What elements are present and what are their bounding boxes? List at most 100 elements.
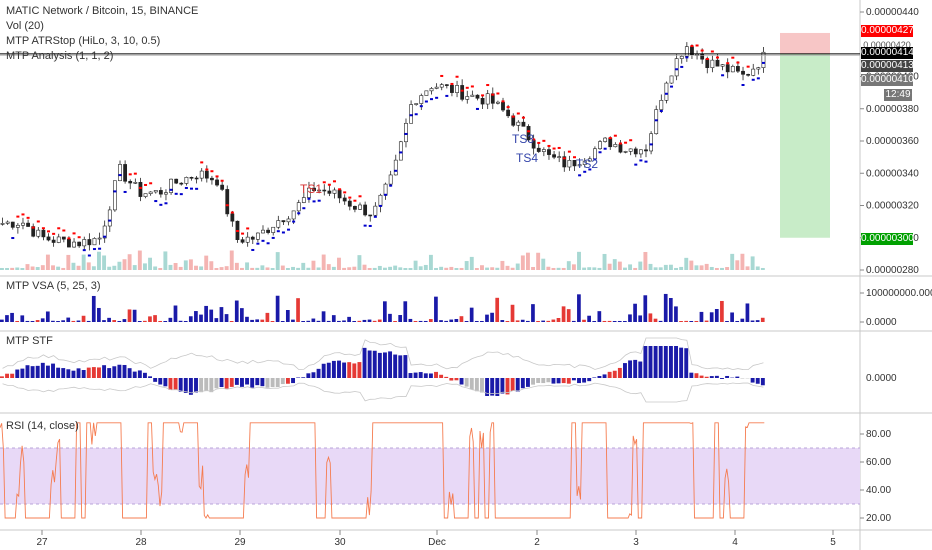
volume-bar <box>158 267 163 270</box>
stop-dot-blue <box>378 204 382 207</box>
vsa-bar <box>495 297 500 322</box>
indicator-atrstop[interactable]: MTP ATRStop (HiLo, 3, 10, 0.5) <box>6 35 161 47</box>
volume-bar <box>229 250 234 270</box>
stf-bar <box>750 378 755 383</box>
candle-body <box>572 160 577 167</box>
volume-bar <box>684 257 689 270</box>
stop-dot-blue <box>368 224 372 227</box>
stf-bar <box>224 378 229 389</box>
volume-bar <box>76 265 81 270</box>
volume-bars <box>0 250 765 270</box>
stop-dot-red <box>47 230 51 233</box>
volume-bar <box>500 260 505 270</box>
candle-body <box>409 104 413 124</box>
vsa-bar <box>393 320 397 322</box>
candle-body <box>41 229 46 238</box>
stf-bar <box>5 373 10 378</box>
vsa-bar <box>704 320 709 322</box>
vsa-bar <box>510 304 515 322</box>
candle-body <box>608 137 613 148</box>
candle-body <box>659 100 664 110</box>
stf-bar <box>679 347 684 378</box>
candle-body <box>10 221 15 228</box>
stop-dot-blue <box>404 132 408 135</box>
stop-dot-red <box>486 84 490 87</box>
candle-body <box>276 220 281 228</box>
volume-bar <box>86 262 91 270</box>
candle-body <box>271 226 276 233</box>
volume-bar <box>316 267 321 270</box>
stop-dot-red <box>210 170 214 173</box>
stf-legend[interactable]: MTP STF <box>6 335 53 347</box>
volume-bar <box>668 264 673 270</box>
volume-bar <box>561 267 566 270</box>
vsa-bar <box>194 311 198 322</box>
vsa-bar <box>403 301 408 322</box>
vsa-bar <box>331 315 336 322</box>
vsa-tick-label: 0.0000 <box>866 317 897 328</box>
vsa-bar <box>725 320 729 322</box>
stf-bar <box>142 372 147 378</box>
candle-body <box>439 84 444 88</box>
vsa-bar <box>689 320 694 322</box>
stf-bar <box>403 355 408 378</box>
volume-bar <box>122 259 127 270</box>
stf-bar <box>587 378 592 382</box>
candle-body <box>495 101 500 104</box>
stf-bar <box>250 378 255 388</box>
stop-dot-red <box>547 144 551 147</box>
volume-bar <box>720 267 724 270</box>
stop-dot-red <box>726 62 730 65</box>
vsa-bar <box>250 319 254 322</box>
stop-dot-red <box>746 65 750 68</box>
stf-bar <box>760 378 765 386</box>
volume-bar <box>296 267 301 270</box>
stop-dot-red <box>506 106 510 109</box>
stop-dot-blue <box>276 230 280 233</box>
candle-body <box>164 192 168 195</box>
stf-bar <box>275 378 280 388</box>
stop-dot-red <box>618 142 622 145</box>
volume-bar <box>250 267 255 270</box>
candle-body <box>434 86 439 89</box>
candle-body <box>705 58 710 68</box>
stop-dot-red <box>521 116 525 119</box>
candle-body <box>128 180 133 184</box>
volume-bar <box>194 265 198 270</box>
vsa-bar <box>449 319 454 322</box>
indicator-analysis[interactable]: MTP Analysis (1, 1, 2) <box>6 50 114 62</box>
time-tick-label: 28 <box>135 537 147 548</box>
rsi-legend[interactable]: RSI (14, close) <box>6 420 79 432</box>
volume-bar <box>117 261 122 270</box>
time-tick-label: 27 <box>36 537 48 548</box>
candles <box>0 42 766 251</box>
stop-dot-blue <box>419 105 423 108</box>
vsa-bar <box>321 311 326 322</box>
vsa-bar <box>388 313 392 322</box>
vsa-bar <box>612 320 617 322</box>
volume-bar <box>285 267 290 270</box>
indicator-vol[interactable]: Vol (20) <box>6 20 44 32</box>
symbol-title[interactable]: MATIC Network / Bitcoin, 15, BINANCE <box>6 5 199 17</box>
stop-dot-blue <box>154 200 158 203</box>
vsa-legend[interactable]: MTP VSA (5, 25, 3) <box>6 280 101 292</box>
candle-body <box>506 109 511 117</box>
stf-bar <box>188 378 193 395</box>
candle-body <box>388 174 393 185</box>
volume-bar <box>163 251 168 270</box>
vsa-bar <box>428 319 433 322</box>
stf-bar <box>76 368 81 378</box>
volume-bar <box>745 266 750 270</box>
candle-body <box>102 225 107 239</box>
candle-body <box>644 149 648 152</box>
stf-bar <box>127 368 132 378</box>
vsa-bar <box>735 320 740 322</box>
candle-body <box>736 66 740 72</box>
volume-bar <box>214 267 219 270</box>
candle-body <box>169 178 173 193</box>
stop-dot-blue <box>82 249 86 252</box>
vsa-bar <box>10 312 14 322</box>
vsa-bar <box>413 320 418 322</box>
volume-bar <box>612 259 617 270</box>
